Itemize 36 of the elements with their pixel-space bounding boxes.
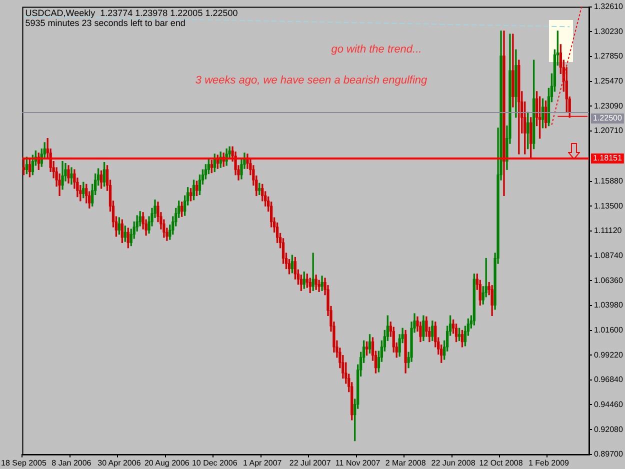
- y-tick-label: 0.94460: [594, 400, 624, 409]
- x-tick-label: 11 Nov 2007: [335, 458, 381, 468]
- ref-line-label: 1.22500: [593, 114, 622, 123]
- y-tick-label: 1.27850: [594, 52, 624, 61]
- y-tick-label: 1.20710: [594, 126, 624, 136]
- y-tick-label: 1.15880: [594, 176, 624, 186]
- x-tick-label: 10 Dec 2006: [192, 458, 238, 468]
- y-tick-label: 1.32610: [594, 2, 624, 12]
- y-tick-label: 1.23090: [594, 101, 624, 110]
- annotation: go with the trend...: [331, 43, 422, 56]
- y-tick-label: 0.92080: [594, 424, 624, 434]
- x-tick-label: 30 Apr 2006: [98, 458, 142, 468]
- y-tick-label: 1.13500: [594, 201, 624, 210]
- annotation: 3 weeks ago, we have seen a bearish engulfing: [195, 74, 428, 87]
- x-tick-label: 1 Feb 2009: [528, 458, 570, 468]
- x-tick-label: 12 Oct 2008: [479, 458, 524, 468]
- x-tick-label: 18 Sep 2005: [1, 458, 47, 468]
- y-tick-label: 1.03980: [594, 300, 624, 310]
- x-tick-label: 2 Mar 2008: [385, 458, 426, 468]
- x-tick-label: 8 Jan 2006: [52, 458, 92, 468]
- y-tick-label: 0.96840: [594, 375, 624, 384]
- chart-title: USDCAD,Weekly 1.23774 1.23978 1.22005 1.22500: [25, 8, 238, 18]
- x-tick-label: 22 Jun 2008: [431, 458, 476, 468]
- y-tick-label: 0.99220: [594, 350, 624, 360]
- y-tick-label: 1.01600: [594, 325, 624, 334]
- x-tick-label: 1 Apr 2007: [243, 458, 282, 468]
- y-tick-label: 1.06360: [594, 276, 624, 285]
- text: 5935 minutes 23 seconds left to bar end: [25, 18, 186, 28]
- y-tick-label: 1.25470: [594, 76, 624, 86]
- y-tick-label: 1.30230: [594, 26, 624, 36]
- ref-line-label: 1.18151: [593, 154, 622, 163]
- x-tick-label: 20 Aug 2006: [144, 458, 190, 468]
- y-tick-label: 1.11120: [594, 226, 622, 236]
- y-tick-label: 0.89700: [594, 450, 624, 459]
- y-tick-label: 1.08740: [594, 250, 624, 260]
- x-tick-label: 22 Jul 2007: [289, 458, 332, 468]
